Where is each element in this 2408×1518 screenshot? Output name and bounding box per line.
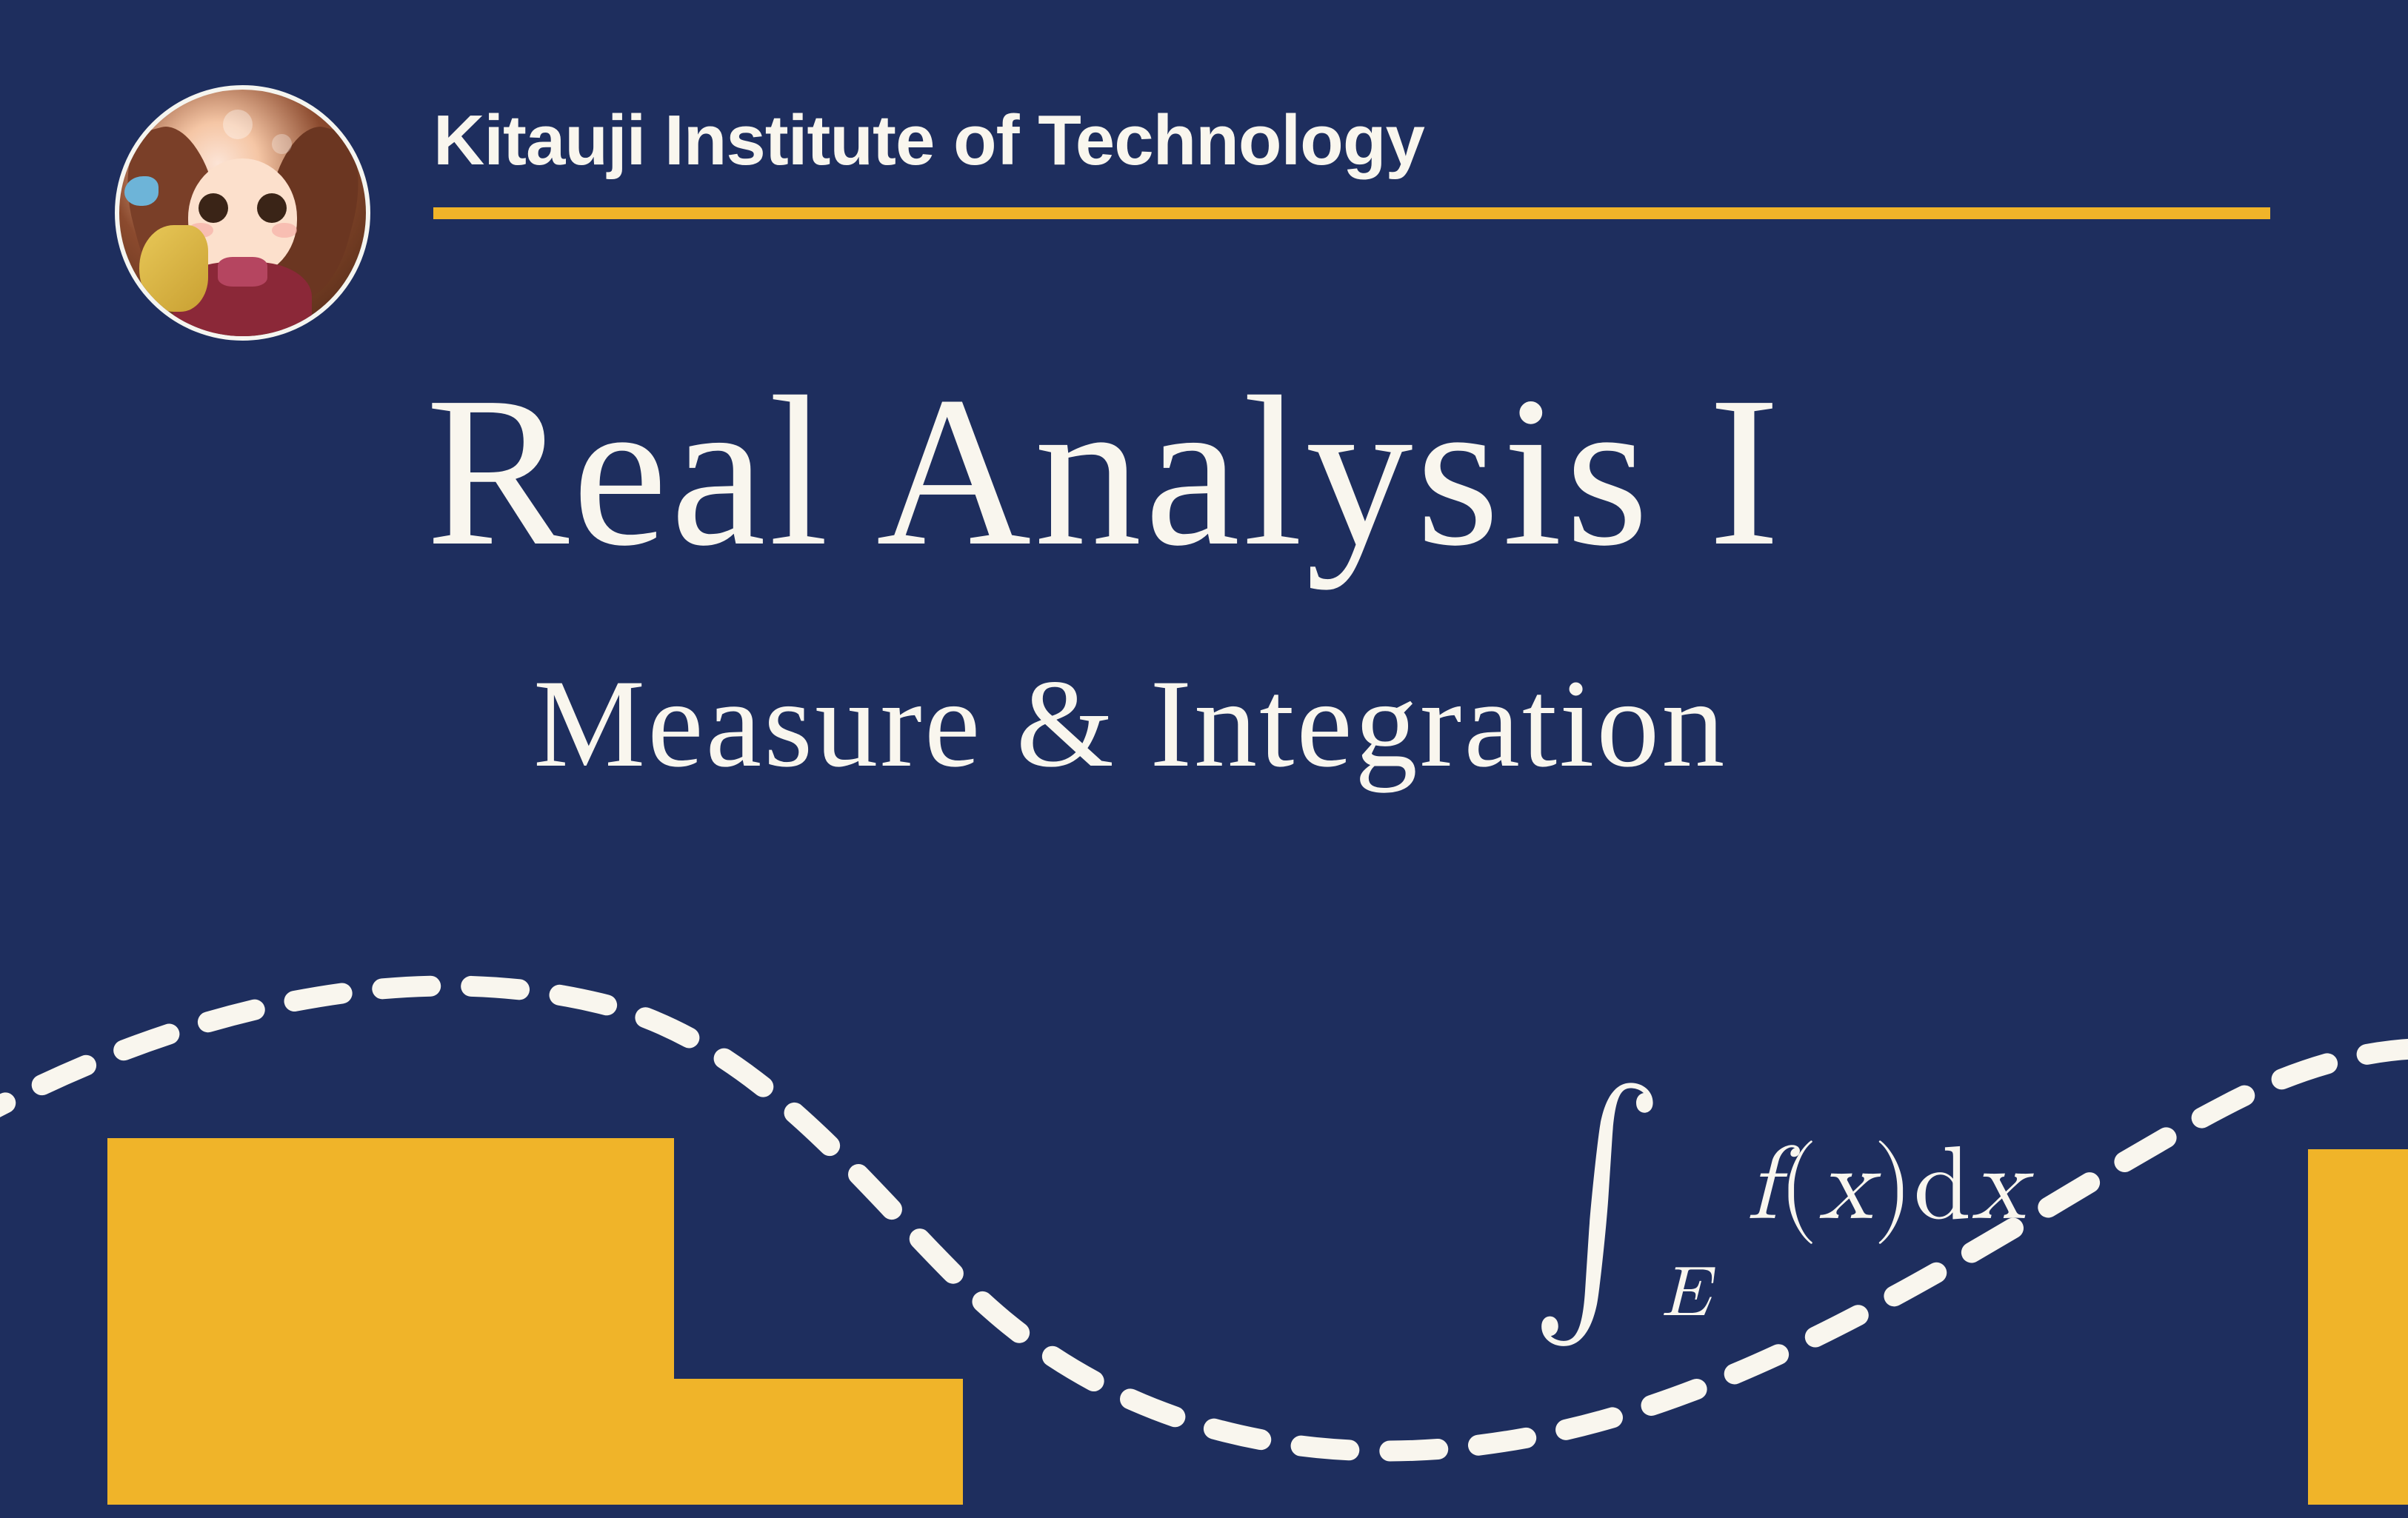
integrand-x: x	[1818, 1135, 1873, 1239]
integral-formula: ∫ E f(x)dx	[1518, 1114, 2026, 1304]
course-subtitle: Measure & Integration	[533, 652, 1727, 796]
course-title: Real Analysis I	[426, 348, 1783, 595]
integral-domain: E	[1661, 1252, 1710, 1337]
step-bar-2	[107, 1379, 963, 1505]
avatar-illustration	[119, 90, 366, 336]
header-underline	[433, 207, 2270, 219]
diff-d: d	[1913, 1135, 1971, 1239]
paren-open: (	[1778, 1135, 1818, 1239]
diff-x: x	[1971, 1135, 2026, 1239]
paren-close: )	[1873, 1135, 1913, 1239]
integrand-f: f	[1747, 1135, 1778, 1239]
integrand: f(x)dx	[1747, 1125, 2026, 1249]
step-bar-3	[2308, 1149, 2408, 1505]
integral-sign: ∫	[1530, 1107, 1664, 1297]
institute-name: Kitauji Institute of Technology	[433, 100, 1424, 181]
avatar	[115, 85, 370, 341]
